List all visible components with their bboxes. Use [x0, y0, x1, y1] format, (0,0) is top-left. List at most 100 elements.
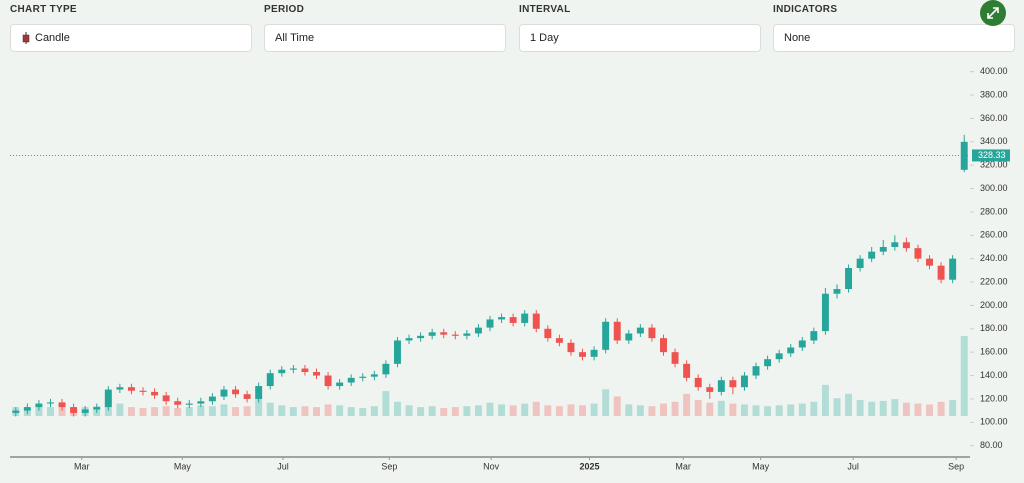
volume-bar [47, 407, 54, 416]
last-price-label: 328.33 [978, 150, 1006, 160]
control-label: CHART TYPE [10, 4, 77, 15]
candle-body [729, 380, 737, 388]
candle-body [613, 321, 621, 341]
volume-bar [856, 400, 864, 416]
volume-bar [567, 404, 575, 416]
dropdown-value: Candle [35, 32, 70, 44]
volume-bar [232, 407, 240, 416]
volume-bar [197, 405, 205, 416]
volume-bar [208, 406, 216, 416]
candle-body [174, 401, 182, 405]
volume-bar [35, 406, 43, 416]
y-tick-label: 80.00 [980, 440, 1003, 450]
chart-type-control: CHART TYPE Candle [10, 4, 252, 52]
volume-bar [382, 391, 390, 416]
y-tick-label: 120.00 [980, 393, 1008, 403]
candle-body [197, 401, 205, 404]
volume-bar [660, 403, 667, 416]
x-tick-label: 2025 [579, 461, 599, 471]
candle-body [845, 268, 853, 290]
volume-bar [428, 406, 436, 416]
y-tick-label: 360.00 [980, 113, 1008, 123]
candle-body [463, 333, 471, 336]
control-label: INTERVAL [519, 4, 571, 15]
dropdown[interactable]: Candle [10, 24, 252, 52]
volume-bar [359, 408, 367, 416]
candle-body [740, 375, 748, 388]
y-tick-label: 100.00 [980, 417, 1008, 427]
volume-bar [544, 405, 552, 416]
control-label: INDICATORS [773, 4, 838, 15]
y-tick-label: 160.00 [980, 347, 1008, 357]
fullscreen-button[interactable] [980, 0, 1006, 26]
volume-bar [902, 402, 910, 416]
volume-bar [174, 408, 182, 416]
x-tick-label: Nov [483, 461, 500, 471]
volume-bar [590, 403, 598, 416]
candle-body [671, 352, 679, 364]
y-tick-label: 260.00 [980, 230, 1008, 240]
candle-body [359, 376, 367, 378]
candle-body [602, 321, 610, 350]
volume-bar [625, 404, 633, 416]
candle-body [81, 409, 89, 413]
candle-icon [22, 32, 30, 44]
candle-body [555, 338, 563, 343]
candle-body [243, 394, 251, 399]
volume-bar [255, 398, 263, 416]
candle-body [23, 407, 31, 411]
candle-body [787, 347, 795, 354]
candle-body [370, 374, 378, 377]
y-tick-label: 200.00 [980, 300, 1008, 310]
x-tick-label: May [174, 461, 192, 471]
volume-bar [775, 405, 783, 416]
candle-body [324, 375, 332, 387]
volume-bar [579, 405, 586, 416]
volume-bar [243, 406, 251, 416]
candle-body [856, 258, 864, 269]
volume-bar [266, 402, 274, 416]
candle-body [567, 342, 575, 353]
dropdown[interactable]: None [773, 24, 1015, 52]
y-tick-label: 340.00 [980, 136, 1008, 146]
candle-body [660, 338, 667, 353]
candle-body [532, 313, 540, 329]
volume-bar [810, 401, 818, 416]
candle-body [417, 335, 425, 339]
candle-body [798, 340, 806, 348]
volume-bar [960, 336, 968, 416]
volume-bar [821, 384, 829, 416]
volume-bar [498, 404, 506, 416]
candle-body [104, 389, 112, 408]
volume-bar [451, 407, 459, 416]
candle-body [35, 403, 43, 408]
candle-body [902, 242, 910, 249]
expand-icon [987, 7, 999, 19]
volume-bar [301, 406, 309, 416]
candle-body [428, 332, 436, 336]
candle-body [949, 258, 957, 280]
dropdown[interactable]: All Time [264, 24, 506, 52]
volume-bar [926, 404, 933, 416]
volume-bar [509, 405, 517, 416]
volume-bar [636, 405, 644, 416]
candle-body [394, 340, 401, 364]
volume-bar [602, 389, 610, 416]
candle-body [821, 293, 829, 332]
volume-bar [706, 402, 714, 416]
volume-bar [463, 406, 471, 416]
candle-body [382, 363, 390, 375]
candle-body [764, 359, 772, 367]
candle-body [775, 353, 783, 360]
dropdown[interactable]: 1 Day [519, 24, 761, 52]
candle-body [544, 328, 552, 339]
candle-body [440, 332, 448, 335]
volume-bar [347, 407, 355, 416]
controls: CHART TYPE Candle PERIOD All Time INTERV… [0, 0, 1024, 56]
volume-bar [440, 408, 448, 416]
x-tick-label: Jul [277, 461, 289, 471]
volume-bar [555, 406, 563, 416]
volume-bar [405, 405, 413, 416]
y-tick-label: 240.00 [980, 253, 1008, 263]
